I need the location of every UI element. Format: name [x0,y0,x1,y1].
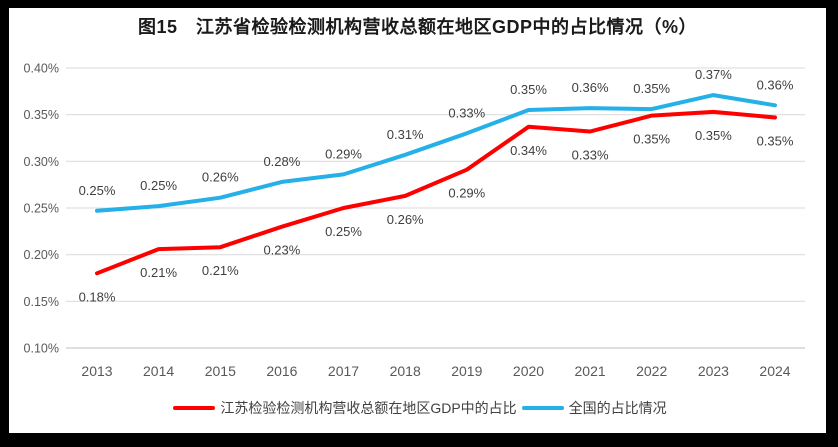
data-label: 0.35% [510,82,547,97]
chart-title: 图15 江苏省检验检测机构营收总额在地区GDP中的占比情况（%） [137,17,698,37]
data-label: 0.36% [757,77,794,92]
data-label: 0.31% [387,127,424,142]
data-label: 0.26% [387,212,424,227]
data-label: 0.25% [79,183,116,198]
data-label: 0.23% [263,243,300,258]
data-label: 0.36% [572,80,609,95]
y-axis-label: 0.25% [24,202,59,216]
legend: 江苏检验检测机构营收总额在地区GDP中的占比 全国的占比情况 [9,397,826,419]
x-axis-label: 2015 [205,363,236,379]
data-label: 0.25% [140,178,177,193]
data-label: 0.29% [448,186,485,201]
x-axis-label: 2020 [513,363,544,379]
data-label: 0.35% [633,132,670,147]
chart-panel: 图15 江苏省检验检测机构营收总额在地区GDP中的占比情况（%） 0.10% 0.… [9,8,826,433]
x-axis-label: 2014 [143,363,174,379]
data-label: 0.29% [325,146,362,161]
national-series-line [95,93,777,213]
y-axis-label: 0.20% [24,248,59,262]
data-label: 0.37% [695,67,732,82]
x-axis-label: 2018 [390,363,421,379]
x-axis-label: 2019 [451,363,482,379]
data-label: 0.21% [140,265,177,280]
y-axis-label: 0.30% [24,155,59,169]
data-label: 0.34% [510,143,547,158]
y-axis-label: 0.35% [24,108,59,122]
data-label: 0.35% [633,81,670,96]
jiangsu-series-line [95,109,777,276]
x-axis-label: 2013 [81,363,112,379]
data-label: 0.35% [757,134,794,149]
legend-label-jiangsu: 江苏检验检测机构营收总额在地区GDP中的占比 [220,400,517,416]
chart-svg: 0.10% 0.15% 0.20% 0.25% 0.30% 0.35% 0.40% 2013 2… [24,62,805,379]
data-label: 0.33% [572,148,609,163]
data-label: 0.25% [325,224,362,239]
data-label: 0.21% [202,263,239,278]
legend-swatch-jiangsu [173,406,216,410]
legend-swatch-national [521,406,564,410]
data-label: 0.35% [695,128,732,143]
data-label: 0.33% [448,105,485,120]
data-label: 0.28% [263,154,300,169]
x-axis-label: 2024 [759,363,790,379]
y-axis-label: 0.10% [24,342,59,356]
data-label: 0.26% [202,170,239,185]
x-axis-label: 2022 [636,363,667,379]
x-axis-label: 2021 [575,363,606,379]
x-axis-label: 2016 [266,363,297,379]
y-axis-label: 0.15% [24,295,59,309]
x-axis-label: 2023 [698,363,729,379]
x-axis-label: 2017 [328,363,359,379]
y-axis-label: 0.40% [24,62,59,76]
legend-label-national: 全国的占比情况 [568,400,667,416]
data-label: 0.18% [79,289,116,304]
